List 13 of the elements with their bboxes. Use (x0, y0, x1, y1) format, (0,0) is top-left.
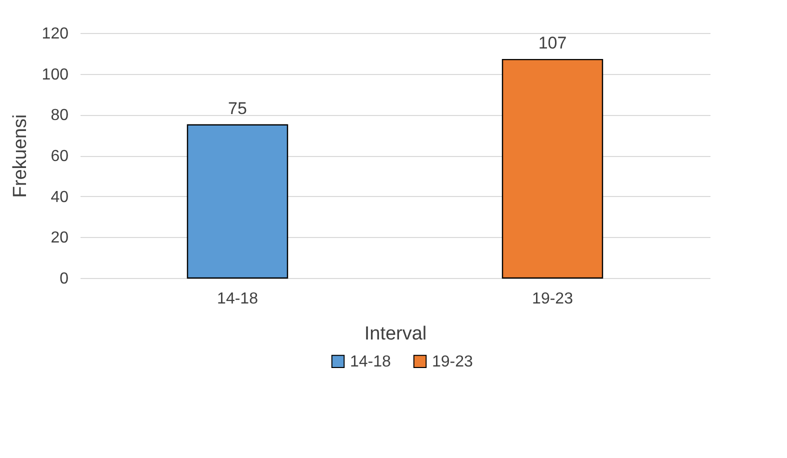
y-tick-label: 120 (42, 26, 69, 42)
y-tick-label: 100 (42, 66, 69, 84)
y-tick-label: 20 (50, 230, 69, 247)
y-axis-title: Frekuensi (10, 114, 31, 198)
x-axis-title: Interval (364, 324, 427, 344)
y-tick-label: 40 (50, 188, 69, 206)
y-tick-label: 0 (60, 270, 69, 288)
y-tick-label: 60 (50, 148, 69, 165)
legend-label: 19-23 (432, 353, 474, 370)
data-label: 107 (538, 34, 567, 53)
data-label: 75 (228, 98, 247, 118)
legend-label: 14-18 (350, 353, 392, 370)
y-tick-label: 80 (50, 107, 69, 124)
